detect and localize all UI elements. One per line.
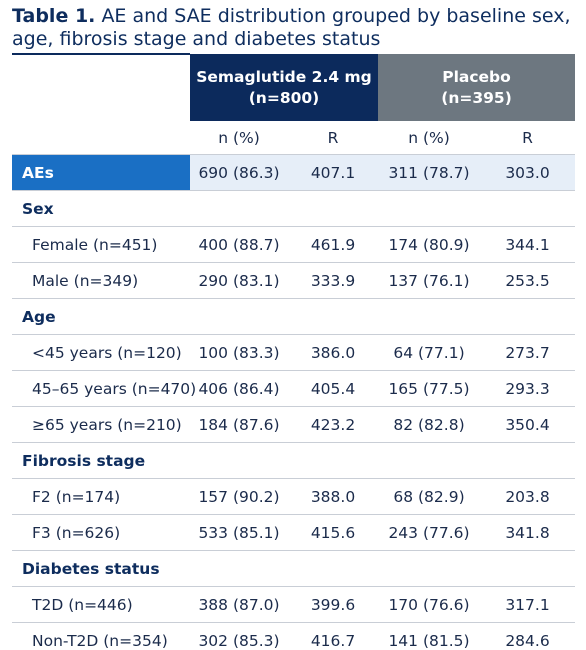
data-cell: 388.0 [288, 478, 378, 515]
data-cell: 388 (87.0) [190, 586, 288, 623]
group-n: (n=800) [248, 88, 320, 107]
data-cell: 290 (83.1) [190, 262, 288, 299]
data-cell: 64 (77.1) [378, 334, 480, 371]
data-cell: 293.3 [480, 370, 576, 407]
section-label: Age [12, 298, 576, 335]
data-cell: 405.4 [288, 370, 378, 407]
data-cell: 137 (76.1) [378, 262, 480, 299]
data-cell: 100 (83.3) [190, 334, 288, 371]
data-cell: 400 (88.7) [190, 226, 288, 263]
group-n: (n=395) [441, 88, 512, 107]
section-row: Diabetes status [12, 550, 576, 587]
data-cell: 461.9 [288, 226, 378, 263]
data-cell: 165 (77.5) [378, 370, 480, 407]
section-label: Fibrosis stage [12, 442, 576, 479]
data-cell: 344.1 [480, 226, 576, 263]
data-cell: 82 (82.8) [378, 406, 480, 443]
data-cell: 416.7 [288, 622, 378, 650]
title-text: AE and SAE distribution grouped by basel… [12, 5, 571, 50]
row-label: ≥65 years (n=210) [12, 406, 190, 443]
data-cell: 690 (86.3) [190, 154, 288, 191]
data-cell: 303.0 [480, 154, 576, 191]
data-cell: 350.4 [480, 406, 576, 443]
data-cell: 141 (81.5) [378, 622, 480, 650]
data-cell: 184 (87.6) [190, 406, 288, 443]
group-header: Placebo (n=395) [378, 54, 576, 121]
data-cell: 341.8 [480, 514, 576, 551]
data-cell: 317.1 [480, 586, 576, 623]
data-cell: 253.5 [480, 262, 576, 299]
group-name: Placebo [442, 67, 511, 86]
data-cell: 399.6 [288, 586, 378, 623]
data-row: ≥65 years (n=210) 184 (87.6) 423.2 82 (82.8… [12, 406, 576, 443]
row-label: AEs [12, 154, 190, 191]
row-label: F3 (n=626) [12, 514, 190, 551]
data-row: F2 (n=174) 157 (90.2) 388.0 68 (82.9) 203.8 [12, 478, 576, 515]
data-cell: 284.6 [480, 622, 576, 650]
section-row: Sex [12, 190, 576, 227]
subheader-cell: n (%) [378, 121, 480, 155]
data-cell: 174 (80.9) [378, 226, 480, 263]
data-cell: 157 (90.2) [190, 478, 288, 515]
data-cell: 273.7 [480, 334, 576, 371]
subheader-cell: R [480, 121, 576, 155]
row-label: Male (n=349) [12, 262, 190, 299]
subheader-cell: R [288, 121, 378, 155]
data-row: Male (n=349) 290 (83.1) 333.9 137 (76.1) 253… [12, 262, 576, 299]
data-row: AEs 690 (86.3) 407.1 311 (78.7) 303.0 [12, 154, 576, 191]
data-cell: 311 (78.7) [378, 154, 480, 191]
data-row: T2D (n=446) 388 (87.0) 399.6 170 (76.6) 317.… [12, 586, 576, 623]
data-cell: 423.2 [288, 406, 378, 443]
subheader-cell: n (%) [190, 121, 288, 155]
section-label: Sex [12, 190, 576, 227]
header-row: Semaglutide 2.4 mg (n=800) Placebo (n=395) [12, 53, 576, 121]
table-body: Semaglutide 2.4 mg (n=800) Placebo (n=395)… [12, 53, 576, 650]
table-title: Table 1. AE and SAE distribution grouped… [0, 0, 586, 53]
header-cell [12, 53, 190, 121]
row-label: F2 (n=174) [12, 478, 190, 515]
data-row: Non-T2D (n=354) 302 (85.3) 416.7 141 (81.5)… [12, 622, 576, 650]
data-row: 45–65 years (n=470) 406 (86.4) 405.4 165 (7… [12, 370, 576, 407]
group-name: Semaglutide 2.4 mg [196, 67, 372, 86]
data-row: Female (n=451) 400 (88.7) 461.9 174 (80.9) 3… [12, 226, 576, 263]
row-label: Female (n=451) [12, 226, 190, 263]
section-label: Diabetes status [12, 550, 576, 587]
group-header: Semaglutide 2.4 mg (n=800) [190, 54, 378, 121]
data-table: Semaglutide 2.4 mg (n=800) Placebo (n=395)… [12, 53, 576, 650]
section-row: Age [12, 298, 576, 335]
data-cell: 415.6 [288, 514, 378, 551]
row-label: T2D (n=446) [12, 586, 190, 623]
section-row: Fibrosis stage [12, 442, 576, 479]
data-cell: 333.9 [288, 262, 378, 299]
data-cell: 406 (86.4) [190, 370, 288, 407]
data-cell: 243 (77.6) [378, 514, 480, 551]
data-cell: 203.8 [480, 478, 576, 515]
data-cell: 170 (76.6) [378, 586, 480, 623]
data-row: <45 years (n=120) 100 (83.3) 386.0 64 (77.1… [12, 334, 576, 371]
data-cell: 386.0 [288, 334, 378, 371]
subheader-cell [12, 121, 190, 155]
data-cell: 533 (85.1) [190, 514, 288, 551]
table-number: Table 1. [12, 5, 96, 27]
data-cell: 68 (82.9) [378, 478, 480, 515]
data-row: F3 (n=626) 533 (85.1) 415.6 243 (77.6) 341.8 [12, 514, 576, 551]
row-label: <45 years (n=120) [12, 334, 190, 371]
data-cell: 302 (85.3) [190, 622, 288, 650]
row-label: Non-T2D (n=354) [12, 622, 190, 650]
data-cell: 407.1 [288, 154, 378, 191]
row-label: 45–65 years (n=470) [12, 370, 196, 407]
